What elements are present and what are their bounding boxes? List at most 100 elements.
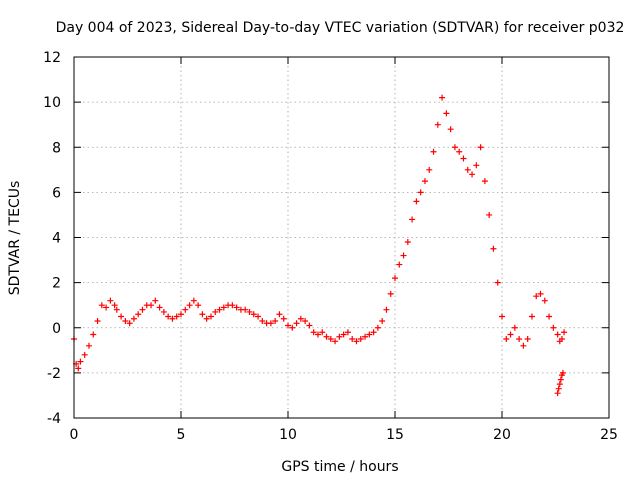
data-point xyxy=(77,358,84,365)
data-point xyxy=(126,320,133,327)
data-point xyxy=(469,171,476,178)
data-point xyxy=(310,329,317,336)
data-point xyxy=(81,351,88,358)
data-point xyxy=(511,324,518,331)
data-point xyxy=(246,308,253,315)
data-point xyxy=(165,313,172,320)
data-point xyxy=(173,313,180,320)
data-point xyxy=(451,144,458,151)
data-point xyxy=(374,324,381,331)
data-point xyxy=(85,342,92,349)
data-point xyxy=(494,279,501,286)
data-point xyxy=(229,302,236,309)
data-point xyxy=(118,313,125,320)
data-point xyxy=(546,313,553,320)
data-point xyxy=(533,293,540,300)
data-point xyxy=(396,261,403,268)
data-point xyxy=(481,178,488,185)
data-point xyxy=(426,166,433,173)
data-point xyxy=(561,329,568,336)
data-point xyxy=(148,302,155,309)
data-point xyxy=(285,322,291,329)
data-point xyxy=(524,336,531,343)
chart-title: Day 004 of 2023, Sidereal Day-to-day VTE… xyxy=(56,20,625,36)
data-point xyxy=(344,329,351,336)
data-point xyxy=(520,342,527,349)
data-point xyxy=(75,365,82,372)
y-tick-label: 12 xyxy=(43,50,61,66)
data-point xyxy=(460,155,467,162)
y-tick-label: 8 xyxy=(52,140,61,156)
data-point xyxy=(409,216,416,223)
data-point xyxy=(259,317,266,324)
y-tick-label: 6 xyxy=(52,185,61,201)
data-point xyxy=(216,306,223,313)
data-point xyxy=(353,338,360,345)
x-tick-label: 5 xyxy=(177,427,186,443)
data-point xyxy=(139,306,146,313)
data-point xyxy=(340,331,347,338)
data-point xyxy=(156,304,163,311)
data-point xyxy=(94,317,101,324)
data-point xyxy=(392,275,398,282)
data-point xyxy=(190,297,197,304)
y-tick-label: -4 xyxy=(47,411,61,427)
data-point xyxy=(276,311,283,318)
data-point xyxy=(430,148,437,155)
data-point xyxy=(456,148,463,155)
data-point xyxy=(404,239,411,246)
data-point xyxy=(233,304,240,311)
data-point xyxy=(421,178,428,185)
data-point xyxy=(255,313,262,320)
data-point xyxy=(135,311,142,318)
data-point xyxy=(220,304,227,311)
data-point xyxy=(242,306,249,313)
x-tick-label: 0 xyxy=(70,427,79,443)
data-point xyxy=(554,331,561,338)
data-point xyxy=(182,306,189,313)
data-point xyxy=(195,302,202,309)
data-point xyxy=(199,311,206,318)
y-tick-label: -2 xyxy=(47,366,61,382)
data-point xyxy=(250,311,257,318)
data-point xyxy=(443,110,450,117)
data-point xyxy=(473,162,480,169)
data-point xyxy=(289,324,296,331)
data-point xyxy=(160,308,167,315)
data-point xyxy=(559,369,566,376)
data-point xyxy=(349,336,356,343)
data-point xyxy=(383,306,390,313)
data-point xyxy=(447,126,454,133)
data-point xyxy=(499,313,505,320)
data-point xyxy=(362,333,369,340)
data-point xyxy=(550,324,557,331)
data-point xyxy=(306,322,313,329)
data-point xyxy=(413,198,420,205)
data-point xyxy=(477,144,484,151)
data-point xyxy=(90,331,97,338)
x-tick-label: 10 xyxy=(279,427,297,443)
y-axis-label: SDTVAR / TECUs xyxy=(7,181,23,296)
data-point xyxy=(554,390,561,397)
data-point xyxy=(537,290,544,297)
data-point xyxy=(434,121,441,128)
data-point xyxy=(98,302,105,309)
data-point xyxy=(503,336,510,343)
data-point xyxy=(302,317,309,324)
data-point xyxy=(490,245,497,252)
data-point xyxy=(370,329,377,336)
y-tick-label: 10 xyxy=(43,95,61,111)
data-point xyxy=(103,304,110,311)
y-tick-label: 2 xyxy=(52,276,61,292)
x-axis-label: GPS time / hours xyxy=(281,459,398,475)
data-point xyxy=(323,333,330,340)
plot-frame xyxy=(73,56,610,419)
data-point xyxy=(297,315,304,322)
grid xyxy=(74,57,609,418)
y-ticks: -4 -2 0 2 4 6 8 10 12 xyxy=(43,50,609,427)
data-point xyxy=(314,331,321,338)
data-point xyxy=(387,290,394,297)
data-point xyxy=(319,329,326,336)
x-tick-label: 25 xyxy=(600,427,618,443)
